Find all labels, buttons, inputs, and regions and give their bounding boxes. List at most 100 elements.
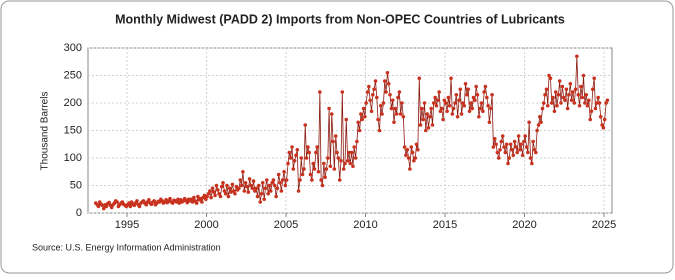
data-point [147,198,151,202]
data-point [164,198,168,202]
data-point [527,120,531,125]
y-tick-label: 50 [70,179,82,191]
data-point [459,112,464,116]
data-point [522,139,526,144]
data-point [585,103,590,108]
data-point [227,186,232,191]
data-point [572,101,577,105]
data-point [389,106,394,111]
data-point [544,87,549,92]
data-point [298,178,302,182]
data-point [292,158,297,163]
data-point [256,183,261,188]
x-tick-label: 2005 [274,219,298,231]
data-point [396,95,400,100]
data-point [100,203,105,208]
data-point [255,194,260,199]
data-point [553,90,558,94]
data-point [237,186,241,191]
data-point [213,193,217,198]
data-point [565,106,570,111]
data-point [328,164,333,169]
data-point [345,158,350,163]
x-tick-label: 2010 [353,219,377,231]
data-point [374,95,379,100]
data-point [299,156,304,160]
data-point [192,195,196,200]
data-point [394,112,399,116]
data-point [368,98,372,103]
data-point [583,101,587,105]
data-point [185,200,190,205]
data-point [438,109,443,114]
data-point [259,191,264,196]
data-point [360,117,364,122]
data-point [539,120,543,125]
data-point [218,194,223,199]
data-point [479,101,484,105]
data-point [519,142,523,147]
data-point [408,167,412,171]
data-point [487,120,492,125]
data-point [567,92,571,97]
data-point [601,125,606,130]
data-point [323,175,327,180]
data-point [241,169,245,174]
data-point [422,101,427,105]
data-point [536,123,541,127]
data-point [491,145,496,149]
data-point [433,95,437,100]
data-point [409,145,414,149]
data-point [189,197,194,202]
data-point [535,128,539,133]
data-point [579,84,583,89]
data-point [290,145,294,149]
data-point [474,84,478,89]
data-point [206,191,211,196]
data-point [311,161,315,166]
data-point [431,101,436,105]
data-point [215,188,220,192]
data-point [357,128,362,133]
data-point [373,79,378,83]
data-point [555,103,559,108]
data-point [417,76,422,81]
data-point [571,90,575,94]
data-point [518,147,522,152]
data-point [258,200,263,204]
data-point [376,117,380,122]
data-point [478,106,482,111]
data-point [426,125,431,130]
data-point [327,106,331,111]
data-point [335,150,339,155]
data-point [563,98,567,103]
data-point [275,186,280,191]
data-point [352,145,357,149]
data-point [254,186,259,191]
x-tick-label: 1995 [115,219,139,231]
data-point [576,92,581,97]
data-point [486,103,490,108]
data-point [494,142,498,147]
data-point [312,167,317,171]
data-point [351,164,355,169]
data-point [208,189,212,193]
data-point [231,189,236,193]
data-point [463,81,468,86]
data-point [318,90,322,94]
data-point [526,150,530,155]
data-point [319,178,323,182]
data-point [234,184,239,189]
y-tick-label: 250 [64,69,82,81]
data-point [495,150,500,155]
y-tick-label: 200 [64,97,82,109]
data-point [303,123,308,127]
data-point [332,167,337,171]
data-point [369,109,374,114]
data-point [385,70,390,75]
data-point [302,167,306,171]
data-point [508,142,513,147]
data-point [557,79,562,83]
data-point [291,167,296,171]
data-point [196,194,200,199]
